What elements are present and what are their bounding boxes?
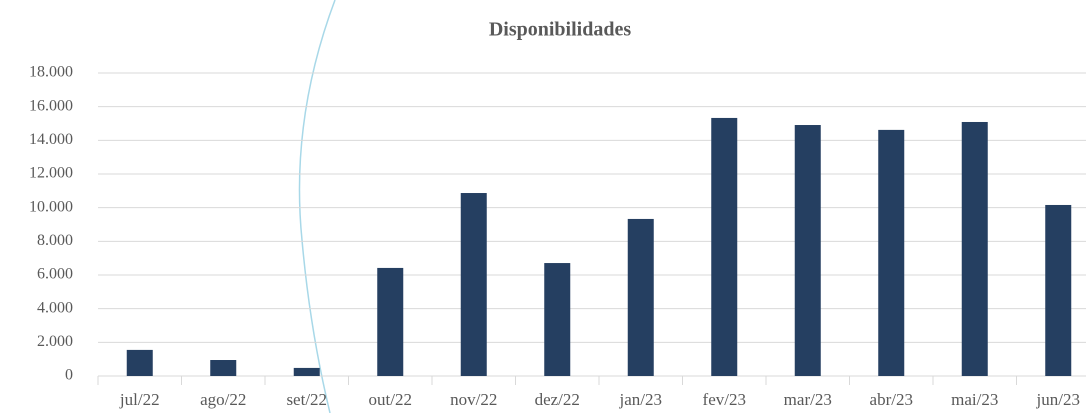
x-tick-label: dez/22: [535, 390, 580, 409]
bar: [627, 218, 654, 376]
x-tick-label: mar/23: [784, 390, 832, 409]
bar: [293, 367, 320, 376]
y-tick-label: 16.000: [29, 97, 73, 114]
x-tick-label: abr/23: [870, 390, 913, 409]
bar: [126, 349, 153, 376]
x-tick-label: nov/22: [450, 390, 497, 409]
bar: [961, 121, 988, 376]
x-tick-label: out/22: [369, 390, 412, 409]
y-tick-label: 14.000: [29, 131, 73, 148]
y-tick-label: 10.000: [29, 198, 73, 215]
y-tick-label: 0: [65, 367, 73, 384]
x-tick-label: set/22: [286, 390, 327, 409]
bar: [1045, 204, 1072, 376]
y-tick-label: 8.000: [37, 232, 73, 249]
y-tick-label: 2.000: [37, 333, 73, 350]
bar: [544, 263, 571, 376]
x-tick-label: ago/22: [200, 390, 246, 409]
bar: [878, 129, 905, 376]
bar: [210, 360, 237, 376]
x-tick-label: fev/23: [703, 390, 746, 409]
x-tick-label: mai/23: [951, 390, 998, 409]
x-tick-label: jan/23: [619, 390, 663, 409]
bar: [460, 193, 487, 376]
bar: [711, 117, 738, 376]
y-tick-label: 18.000: [29, 64, 73, 81]
y-tick-label: 6.000: [37, 266, 73, 283]
x-tick-label: jun/23: [1036, 390, 1080, 409]
bar: [377, 267, 404, 376]
chart-title: Disponibilidades: [489, 19, 632, 41]
decorative-curve: [298, 0, 336, 413]
bar: [794, 125, 821, 376]
y-tick-label: 4.000: [37, 299, 73, 316]
y-tick-label: 12.000: [29, 165, 73, 182]
x-tick-label: jul/22: [119, 390, 160, 409]
